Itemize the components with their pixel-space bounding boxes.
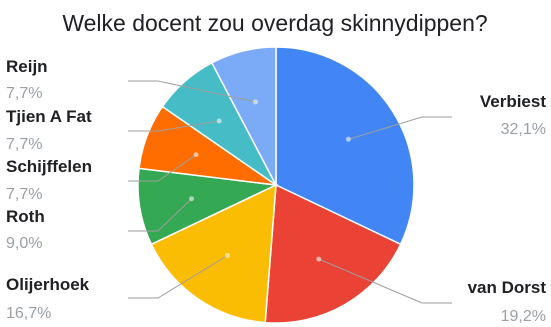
slice-label-name: Olijerhoek xyxy=(6,275,90,294)
leader-line xyxy=(128,154,197,182)
slice-label-name: van Dorst xyxy=(468,278,547,297)
leader-dot xyxy=(193,152,199,158)
slice-label-name: Roth xyxy=(6,207,45,226)
leader-dot xyxy=(225,252,231,258)
pie-slice-verbiest xyxy=(275,46,415,246)
leader-line xyxy=(128,198,192,232)
leader-line xyxy=(348,116,452,140)
slice-label-percent: 7,7% xyxy=(6,186,42,203)
slice-label-name: Tjien A Fat xyxy=(6,107,92,126)
slice-label-percent: 7,7% xyxy=(6,136,42,153)
leader-dot xyxy=(189,196,195,202)
chart-title: Welke docent zou overdag skinnydippen? xyxy=(62,10,487,36)
slice-labels: Verbiest 32,1% van Dorst 19,2% Olijerhoek 16,… xyxy=(6,57,546,325)
slice-label-name: Schijffelen xyxy=(6,157,92,176)
leader-line xyxy=(128,255,228,299)
slice-label-percent: 16,7% xyxy=(6,305,51,322)
slice-label-percent: 32,1% xyxy=(501,121,546,138)
slice-label-percent: 7,7% xyxy=(6,85,42,102)
leader-dot xyxy=(253,99,259,105)
leader-line xyxy=(128,120,220,132)
pie-slices xyxy=(137,46,415,324)
leader-lines xyxy=(128,80,452,304)
leader-dot xyxy=(216,118,222,124)
slice-label-name: Reijn xyxy=(6,57,48,76)
leader-dot xyxy=(345,136,351,142)
slice-label-name: Verbiest xyxy=(480,92,546,111)
leader-dot xyxy=(316,256,322,262)
leader-line xyxy=(318,258,452,304)
pie-slice-van-dorst xyxy=(264,183,402,324)
pie-slice-olijerhoek xyxy=(150,183,277,324)
slice-label-percent: 9,0% xyxy=(6,235,42,252)
pie-slice-reijn xyxy=(210,46,277,186)
leader-line xyxy=(128,80,256,103)
slice-label-percent: 19,2% xyxy=(501,308,546,325)
